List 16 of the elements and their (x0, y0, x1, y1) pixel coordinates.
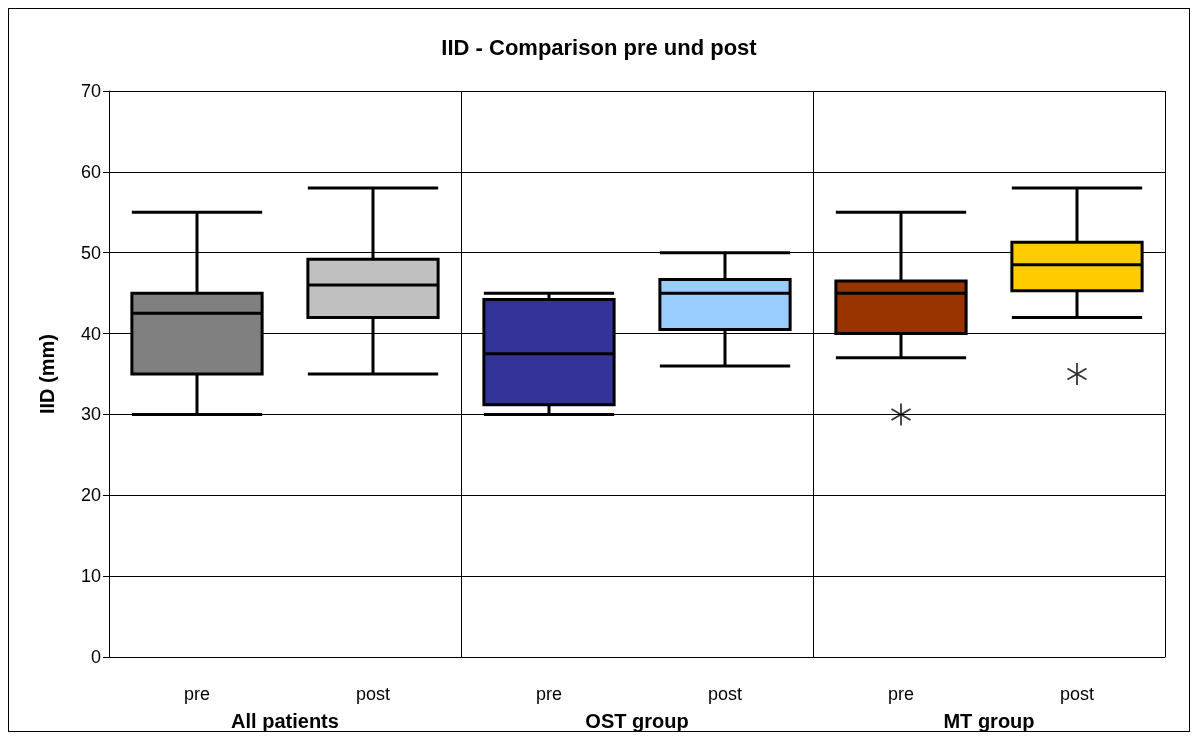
x-tick-label: pre (535, 684, 563, 704)
x-tick-label: pre (887, 684, 915, 704)
y-tick-label: 60 (80, 161, 101, 182)
y-tick-label: 30 (80, 404, 101, 425)
y-axis-title: IID (mm) (36, 334, 58, 414)
y-tick-label: 20 (80, 485, 101, 506)
y-tick-label: 70 (80, 81, 101, 101)
y-tick-label: 10 (80, 566, 101, 587)
x-tick-label: post (355, 684, 391, 704)
x-tick-label: pre (183, 684, 211, 704)
x-tick-label: post (707, 684, 743, 704)
y-tick-label: 50 (80, 242, 101, 263)
y-tick-label: 40 (80, 323, 101, 344)
chart-title: IID - Comparison pre und post (441, 34, 758, 60)
x-tick-label: post (1059, 684, 1095, 704)
y-tick-label: 0 (90, 647, 101, 667)
